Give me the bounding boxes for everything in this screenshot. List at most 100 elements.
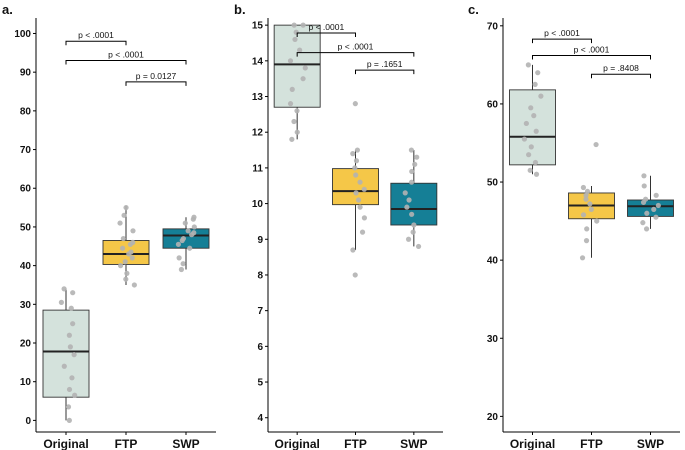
data-point	[653, 214, 659, 220]
data-point	[180, 261, 186, 267]
box-body	[42, 309, 90, 398]
data-point	[292, 36, 298, 43]
y-tick-label: 30	[20, 300, 32, 311]
data-point	[70, 321, 76, 327]
y-tick-label: 13	[252, 92, 264, 103]
data-point	[587, 201, 593, 207]
p-value-label: p < .0001	[78, 30, 114, 40]
data-point	[588, 206, 594, 212]
data-point	[361, 215, 368, 221]
data-point	[289, 86, 295, 92]
y-tick-label: 60	[20, 184, 32, 195]
panel-label: c.	[468, 2, 479, 17]
data-point	[533, 128, 539, 134]
data-point	[594, 218, 600, 224]
box-body	[390, 182, 438, 226]
data-point	[291, 22, 297, 28]
p-value-label: p < .0001	[338, 42, 374, 52]
p-value-label: p < .0001	[308, 22, 344, 32]
data-point	[593, 141, 599, 148]
data-point	[352, 101, 358, 107]
panel-2: b. 4 5 6 7 8 9 10 11 12 13 14 15 Original FTP SWP p < .0…	[234, 2, 443, 450]
data-point	[178, 266, 185, 273]
data-point	[406, 197, 412, 203]
box-swp	[162, 214, 210, 273]
p-value-label: p < .0001	[574, 44, 610, 54]
data-point	[185, 228, 191, 234]
data-point	[120, 235, 126, 242]
data-point	[580, 184, 587, 191]
bracket-line	[591, 73, 651, 79]
significance-bracket: p < .0001	[532, 28, 592, 44]
significance-bracket: p < .0001	[65, 30, 127, 46]
data-point	[291, 118, 297, 125]
data-point	[644, 210, 650, 216]
data-point	[409, 211, 415, 217]
y-tick-label: 70	[487, 21, 499, 32]
panel-label: b.	[234, 2, 246, 17]
data-point	[532, 159, 539, 166]
data-point	[533, 171, 540, 177]
y-tick-label: 90	[20, 68, 32, 79]
y-tick-label: 30	[487, 334, 499, 345]
data-point	[70, 290, 76, 296]
panel-1: a. 0 10 20 30 40 50 60 70 80 90 100 Original FTP SWP p …	[2, 2, 216, 450]
data-point	[122, 259, 128, 265]
x-tick-label: SWP	[637, 437, 664, 450]
data-point	[579, 255, 586, 261]
data-point	[538, 93, 544, 99]
data-point	[350, 247, 356, 253]
data-point	[287, 58, 294, 64]
y-tick-label: 60	[487, 99, 499, 110]
x-tick-label: Original	[510, 437, 555, 450]
x-tick-label: FTP	[580, 437, 603, 450]
data-point	[187, 245, 193, 251]
data-point	[117, 220, 123, 226]
significance-bracket: p < .0001	[532, 44, 651, 60]
y-tick-label: 50	[20, 222, 32, 233]
data-point	[61, 286, 67, 292]
x-tick-label: SWP	[172, 437, 199, 450]
data-point	[300, 76, 306, 82]
box-ftp	[568, 141, 615, 261]
data-point	[66, 332, 72, 338]
data-point	[405, 236, 412, 242]
box-body	[273, 24, 321, 108]
data-point	[191, 224, 197, 230]
data-point	[583, 192, 589, 198]
data-point	[531, 113, 537, 119]
p-value-label: p = .8408	[603, 63, 639, 73]
data-point	[66, 417, 72, 423]
significance-bracket: p < .0001	[296, 22, 356, 37]
data-point	[353, 158, 360, 164]
box-original	[42, 286, 90, 423]
data-point	[357, 179, 363, 185]
data-point	[180, 235, 187, 242]
data-point	[123, 276, 129, 282]
data-point	[408, 147, 415, 153]
bracket-line	[532, 54, 651, 60]
y-tick-label: 6	[257, 342, 263, 353]
box-body	[102, 240, 150, 265]
data-point	[354, 147, 361, 153]
panel-3: c. 20 30 40 50 60 70 Original FTP SWP p < .0001 p <…	[468, 2, 680, 450]
data-point	[411, 222, 417, 228]
bracket-line	[65, 40, 127, 46]
significance-bracket: p = .8408	[591, 63, 651, 79]
data-point	[289, 136, 295, 142]
data-point	[361, 186, 367, 192]
data-point	[353, 190, 359, 196]
significance-bracket: p < .0001	[296, 42, 415, 57]
data-point	[404, 204, 410, 210]
data-point	[640, 220, 646, 226]
data-point	[410, 229, 416, 235]
p-value-label: p = 0.0127	[136, 71, 177, 81]
data-point	[130, 228, 136, 234]
bracket-line	[296, 52, 415, 57]
x-tick-label: Original	[274, 437, 319, 450]
box-original	[509, 62, 556, 177]
data-point	[131, 282, 137, 288]
y-tick-label: 12	[252, 128, 264, 139]
data-point	[408, 179, 415, 185]
